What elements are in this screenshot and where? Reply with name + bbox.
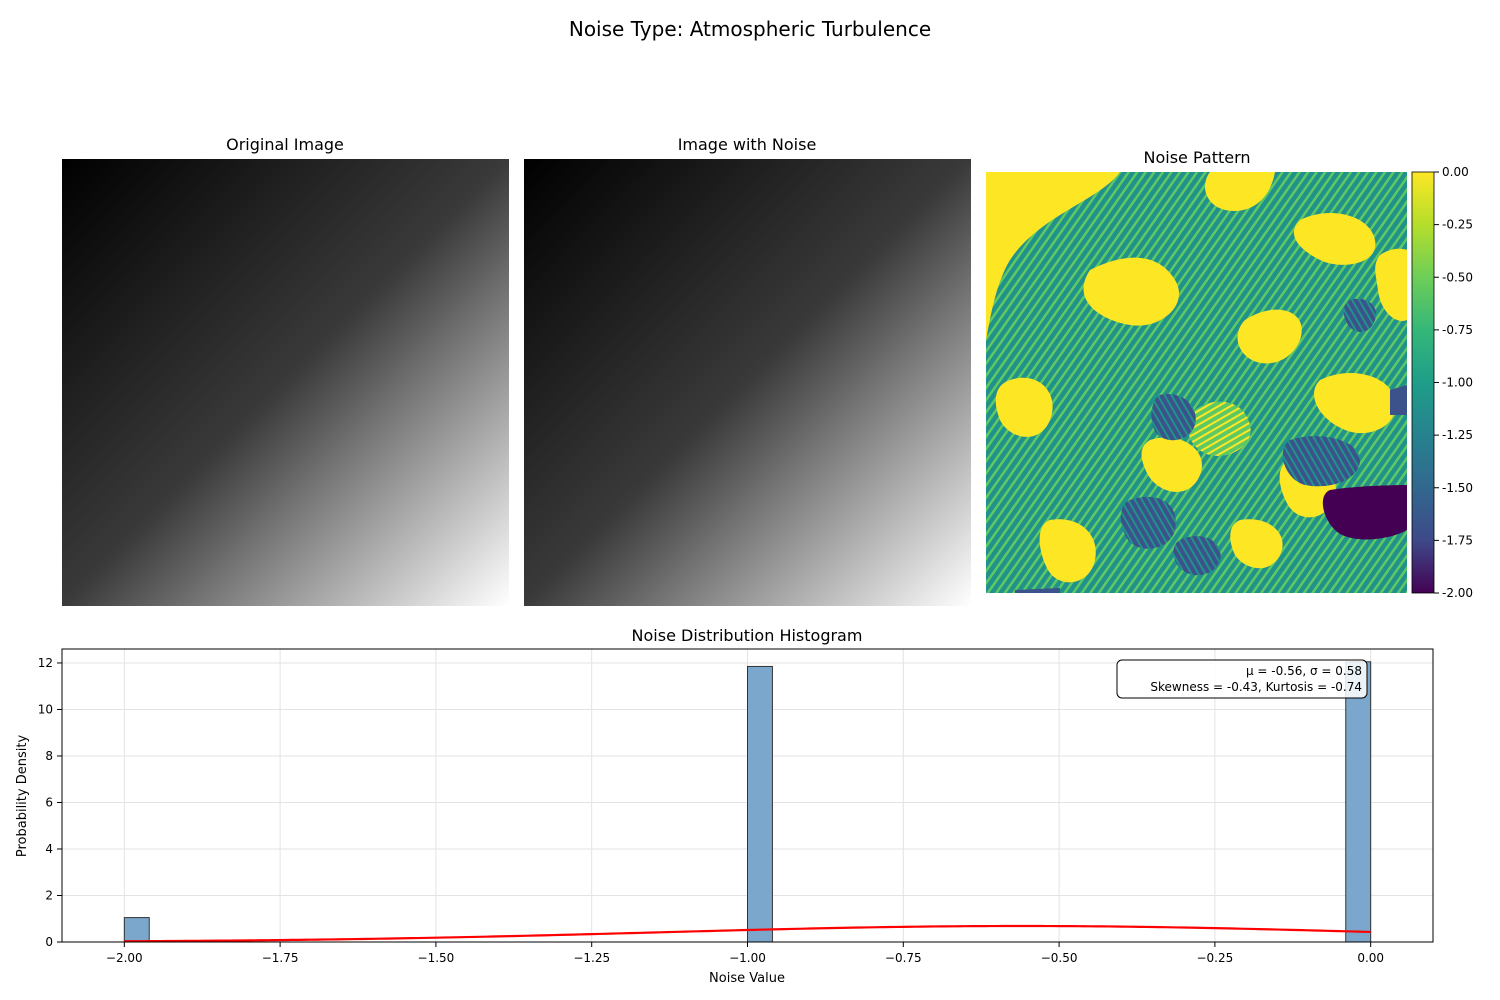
original-image-panel: Original Image [62,135,509,606]
y-tick-label: 8 [45,749,53,763]
histogram-bars [123,661,1372,943]
y-tick-label: 6 [45,795,53,809]
colorbar-tick-label: -2.00 [1442,586,1473,600]
x-tick-label: −1.25 [573,951,610,965]
colorbar-tick-label: 0.00 [1442,165,1469,179]
histogram-title: Noise Distribution Histogram [632,626,863,645]
y-tick-label: 4 [45,842,53,856]
original-image-title: Original Image [226,135,344,154]
y-tick-label: 12 [38,656,53,670]
colorbar-tick-label: -0.50 [1442,270,1473,284]
noise-pattern-panel: Noise Pattern 0.00 [986,148,1473,600]
noisy-image [524,159,971,606]
x-axis-label: Noise Value [709,971,785,986]
histogram-panel: Noise Distribution Histogram −2.00 −1.75−… [15,626,1434,986]
colorbar-tick-label: -1.25 [1442,428,1473,442]
noisy-image-panel: Image with Noise [524,135,971,606]
stats-line-2: Skewness = -0.43, Kurtosis = -0.74 [1150,680,1362,694]
x-axis-ticks: −2.00 −1.75 −1.50 −1.25 −1.00 −0.75 −0.50 −0.25… [106,942,1384,965]
histogram-bar [1345,661,1372,943]
histogram-bar [123,917,150,943]
x-tick-label: −1.00 [729,951,766,965]
x-tick-label: −2.00 [106,951,143,965]
y-tick-label: 0 [45,935,53,949]
y-tick-label: 10 [38,702,53,716]
noise-pattern-title: Noise Pattern [1143,148,1250,167]
y-tick-label: 2 [45,888,53,902]
x-tick-label: −1.50 [418,951,455,965]
x-tick-label: −0.25 [1196,951,1233,965]
x-tick-label: −0.50 [1041,951,1078,965]
colorbar-tick-label: -1.00 [1442,376,1473,390]
noise-colorbar: 0.00 -0.25 -0.50 -0.75 -1.00 -1.25 -1.50 -1.75 -… [1411,165,1473,600]
x-tick-label: −0.75 [885,951,922,965]
x-tick-label: −1.75 [262,951,299,965]
histogram-bar [747,665,773,943]
normal-fit-curve [124,924,1371,943]
colorbar-tick-label: -1.75 [1442,533,1473,547]
colorbar-tick-label: -0.25 [1442,218,1473,232]
y-axis-label: Probability Density [15,735,30,858]
colorbar-tick-label: -0.75 [1442,323,1473,337]
y-axis-ticks: 0 2 4 6 8 10 12 [38,656,62,949]
noise-pattern-image [986,172,1407,593]
noisy-image-title: Image with Noise [678,135,817,154]
figure-suptitle: Noise Type: Atmospheric Turbulence [569,17,931,41]
stats-line-1: μ = -0.56, σ = 0.58 [1246,664,1362,678]
colorbar-tick-label: -1.50 [1442,481,1473,495]
stats-annotation: μ = -0.56, σ = 0.58 Skewness = -0.43, Ku… [1116,659,1368,699]
x-tick-label: 0.00 [1357,951,1384,965]
original-image [62,159,509,606]
